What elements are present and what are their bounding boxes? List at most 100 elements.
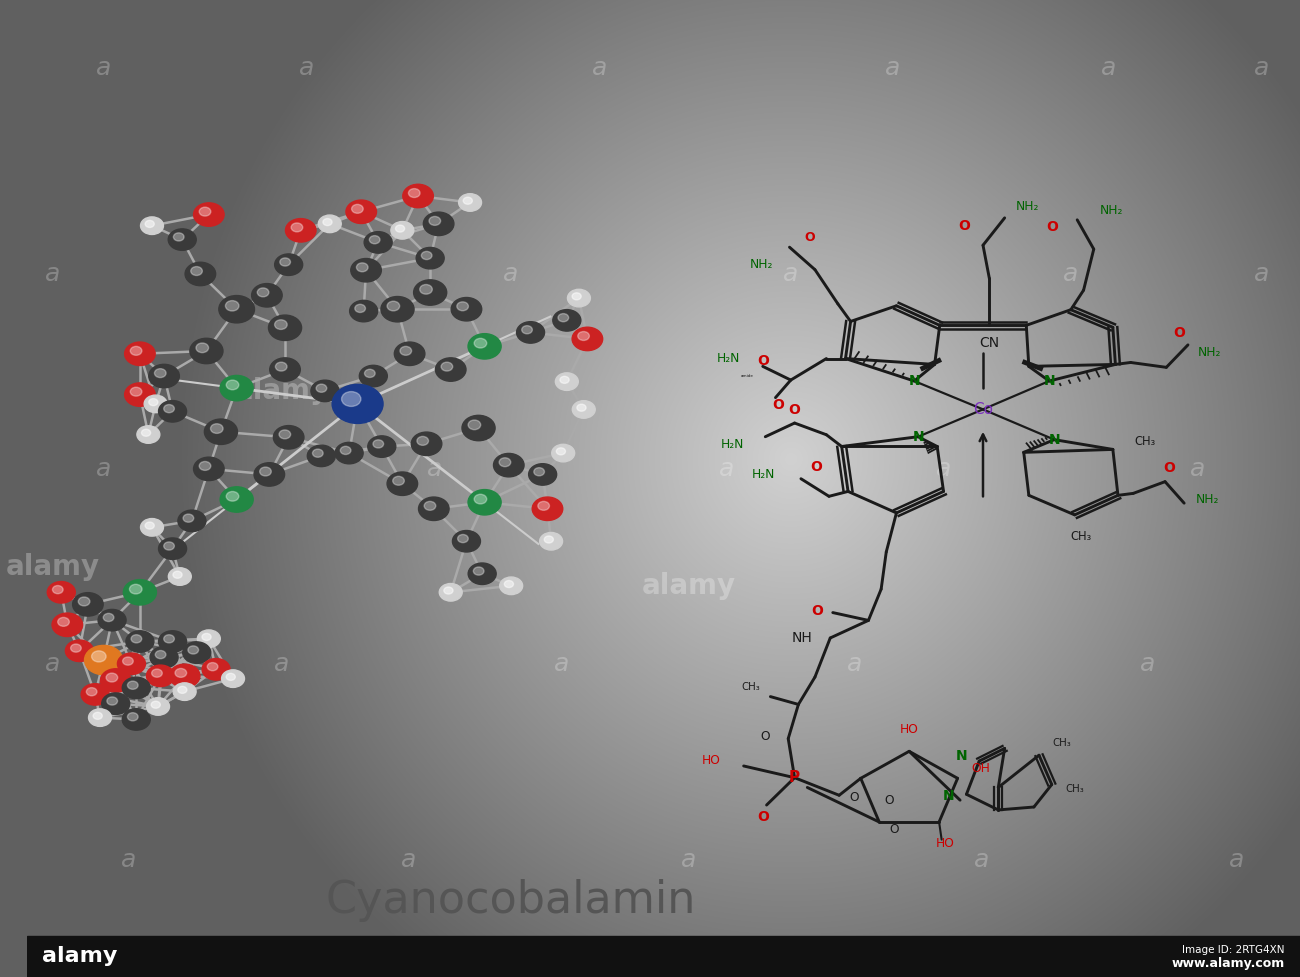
Circle shape <box>147 665 174 687</box>
Text: a: a <box>974 848 989 871</box>
Circle shape <box>194 457 224 481</box>
Circle shape <box>190 338 224 363</box>
Circle shape <box>421 251 432 260</box>
Circle shape <box>94 712 103 719</box>
Text: CH₃: CH₃ <box>1134 435 1156 448</box>
Circle shape <box>226 380 239 390</box>
Text: Co: Co <box>972 402 993 417</box>
Circle shape <box>207 662 218 671</box>
Circle shape <box>468 489 500 515</box>
Circle shape <box>381 297 415 322</box>
Text: a: a <box>121 848 136 871</box>
Text: a: a <box>44 653 60 676</box>
Circle shape <box>552 310 581 331</box>
Text: O: O <box>772 399 784 412</box>
Text: a: a <box>1228 848 1244 871</box>
Text: a: a <box>885 57 901 80</box>
Text: a: a <box>783 262 798 285</box>
Circle shape <box>572 327 603 351</box>
Text: N: N <box>913 430 924 444</box>
Circle shape <box>474 494 486 504</box>
Circle shape <box>474 338 486 348</box>
Circle shape <box>417 437 429 446</box>
Circle shape <box>148 364 179 388</box>
Circle shape <box>572 401 595 418</box>
Circle shape <box>387 301 399 311</box>
Text: HO: HO <box>900 723 919 737</box>
Circle shape <box>274 319 287 329</box>
Text: N: N <box>1049 433 1060 446</box>
Circle shape <box>556 447 566 455</box>
Circle shape <box>169 568 191 585</box>
Text: O: O <box>1045 220 1058 234</box>
Circle shape <box>91 651 107 662</box>
Text: alamy: alamy <box>5 553 99 580</box>
Text: NH₂: NH₂ <box>750 258 773 272</box>
Text: a: a <box>681 848 697 871</box>
Circle shape <box>443 587 452 594</box>
Circle shape <box>159 538 187 560</box>
Circle shape <box>164 542 174 550</box>
Circle shape <box>204 419 238 445</box>
Circle shape <box>188 646 199 654</box>
Circle shape <box>368 436 395 457</box>
Circle shape <box>462 415 495 441</box>
Text: a: a <box>1191 457 1206 481</box>
Circle shape <box>103 614 114 621</box>
Circle shape <box>364 232 393 253</box>
Text: a: a <box>1254 262 1270 285</box>
Circle shape <box>499 577 523 595</box>
Circle shape <box>269 315 302 341</box>
Circle shape <box>341 446 351 454</box>
Text: a: a <box>426 457 442 481</box>
Circle shape <box>273 426 304 449</box>
Circle shape <box>316 384 326 393</box>
Circle shape <box>178 510 205 531</box>
Circle shape <box>126 631 153 653</box>
Circle shape <box>463 197 472 204</box>
Circle shape <box>70 644 81 653</box>
Circle shape <box>400 347 412 356</box>
Text: a: a <box>44 262 60 285</box>
Text: alamy: alamy <box>642 573 736 600</box>
Text: N: N <box>942 789 954 803</box>
Circle shape <box>499 458 511 467</box>
Circle shape <box>416 247 445 269</box>
Circle shape <box>98 610 126 631</box>
Text: NH₂: NH₂ <box>1196 492 1219 506</box>
Text: a: a <box>299 57 315 80</box>
Circle shape <box>220 487 254 512</box>
Text: NH: NH <box>792 631 812 645</box>
Circle shape <box>136 426 160 444</box>
Text: N: N <box>956 749 967 763</box>
Circle shape <box>125 342 155 365</box>
Circle shape <box>307 446 335 467</box>
Circle shape <box>122 657 134 665</box>
Circle shape <box>226 673 235 680</box>
Circle shape <box>155 651 166 658</box>
Circle shape <box>151 701 160 708</box>
Circle shape <box>173 683 196 701</box>
Circle shape <box>65 640 94 661</box>
Circle shape <box>459 193 481 211</box>
Circle shape <box>130 387 142 396</box>
Circle shape <box>148 399 157 405</box>
Circle shape <box>560 376 569 383</box>
Circle shape <box>356 263 368 272</box>
Circle shape <box>196 343 208 353</box>
Circle shape <box>424 212 454 235</box>
Circle shape <box>441 362 452 371</box>
Text: a: a <box>719 457 734 481</box>
Circle shape <box>540 532 563 550</box>
Circle shape <box>468 333 500 359</box>
Circle shape <box>424 501 436 510</box>
Text: CN: CN <box>979 336 1000 350</box>
Circle shape <box>439 583 463 601</box>
Circle shape <box>57 617 69 626</box>
Circle shape <box>351 204 363 213</box>
Circle shape <box>318 215 341 233</box>
Circle shape <box>81 684 109 705</box>
Text: N: N <box>1044 374 1056 388</box>
Circle shape <box>260 467 272 476</box>
Text: O: O <box>850 790 859 804</box>
